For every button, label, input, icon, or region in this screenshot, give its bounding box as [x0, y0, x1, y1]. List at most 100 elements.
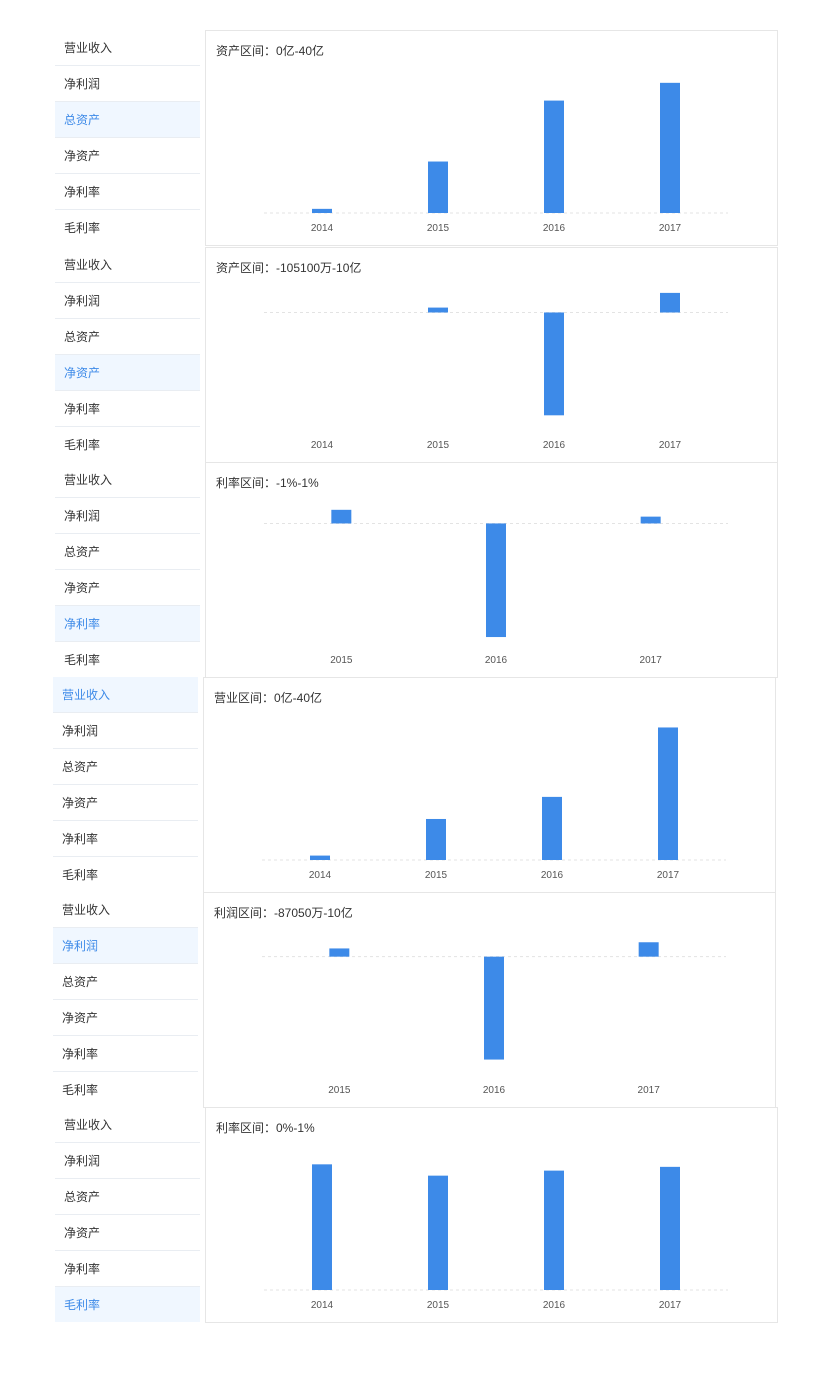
metric-tab[interactable]: 净利润 — [55, 283, 200, 319]
finance-widget: 营业收入 净利润 总资产 净资产 净利率 毛利率 利率区间：0%-1% 2014 2015 201… — [55, 1107, 780, 1323]
x-tick-label: 2015 — [328, 1085, 351, 1096]
metric-tab[interactable]: 净利润 — [55, 66, 200, 102]
metric-tab-list: 营业收入 净利润 总资产 净资产 净利率 毛利率 — [55, 247, 200, 463]
metric-tab[interactable]: 净利率 — [55, 606, 200, 642]
finance-widget: 营业收入 净利润 总资产 净资产 净利率 毛利率 营业区间：0亿-40亿 2014 2015 20… — [53, 677, 778, 893]
bar-chart: 2014 2015 2016 2017 — [262, 727, 726, 881]
metric-tab[interactable]: 净资产 — [55, 570, 200, 606]
metric-tab[interactable]: 总资产 — [53, 749, 198, 785]
x-tick-label: 2015 — [427, 1300, 450, 1311]
metric-tab[interactable]: 总资产 — [55, 319, 200, 355]
bar[interactable] — [486, 523, 506, 638]
x-tick-label: 2016 — [543, 440, 566, 451]
bar[interactable] — [428, 161, 448, 213]
finance-widget: 营业收入 净利润 总资产 净资产 净利率 毛利率 利率区间：-1%-1% 2015 2016 20… — [55, 462, 780, 678]
bar[interactable] — [660, 1166, 680, 1290]
bar[interactable] — [544, 312, 564, 416]
metric-tab[interactable]: 净利率 — [55, 1251, 200, 1287]
x-tick-label: 2015 — [425, 870, 448, 881]
metric-tab[interactable]: 净利润 — [53, 928, 198, 964]
bar-chart: 2014 2015 2016 2017 — [264, 1164, 728, 1311]
metric-tab[interactable]: 净利润 — [55, 498, 200, 534]
metric-tab[interactable]: 毛利率 — [53, 1072, 198, 1107]
bar[interactable] — [544, 1170, 564, 1290]
metric-tab[interactable]: 毛利率 — [55, 427, 200, 462]
x-tick-label: 2016 — [483, 1085, 506, 1096]
bar[interactable] — [310, 855, 330, 860]
bar[interactable] — [638, 942, 659, 957]
bar-chart: 2015 2016 2017 — [262, 942, 726, 1096]
range-title: 利率区间：0%-1% — [216, 1121, 315, 1135]
range-title: 资产区间：0亿-40亿 — [216, 44, 325, 58]
x-tick-label: 2014 — [309, 870, 332, 881]
bar[interactable] — [312, 1164, 332, 1290]
metric-tab[interactable]: 毛利率 — [53, 857, 198, 892]
metric-tab[interactable]: 净资产 — [53, 1000, 198, 1036]
bar[interactable] — [484, 956, 504, 1060]
range-title: 利率区间：-1%-1% — [216, 476, 319, 490]
metric-tab[interactable]: 营业收入 — [55, 462, 200, 498]
metric-tab[interactable]: 总资产 — [55, 102, 200, 138]
metric-tab[interactable]: 总资产 — [53, 964, 198, 1000]
metric-tab[interactable]: 总资产 — [55, 1179, 200, 1215]
x-tick-label: 2017 — [659, 1300, 682, 1311]
metric-tab[interactable]: 营业收入 — [55, 1107, 200, 1143]
metric-tab-list: 营业收入 净利润 总资产 净资产 净利率 毛利率 — [55, 30, 200, 246]
metric-tab[interactable]: 净利率 — [55, 174, 200, 210]
x-tick-label: 2017 — [657, 870, 680, 881]
metric-tab[interactable]: 总资产 — [55, 534, 200, 570]
metric-tab[interactable]: 营业收入 — [55, 30, 200, 66]
chart-panel: 营业区间：0亿-40亿 2014 2015 2016 2017 — [203, 677, 776, 893]
chart-panel: 利润区间：-87050万-10亿 2015 2016 2017 — [203, 892, 776, 1108]
x-tick-label: 2017 — [659, 440, 682, 451]
metric-tab[interactable]: 毛利率 — [55, 210, 200, 245]
metric-tab[interactable]: 净利润 — [55, 1143, 200, 1179]
metric-tab[interactable]: 营业收入 — [55, 247, 200, 283]
metric-tab-list: 营业收入 净利润 总资产 净资产 净利率 毛利率 — [55, 462, 200, 678]
metric-tab-list: 营业收入 净利润 总资产 净资产 净利率 毛利率 — [53, 677, 198, 893]
metric-tab[interactable]: 净利率 — [53, 821, 198, 857]
bar[interactable] — [428, 1175, 448, 1290]
chart-panel: 资产区间：0亿-40亿 2014 2015 2016 2017 — [205, 30, 778, 246]
chart-panel: 利率区间：-1%-1% 2015 2016 2017 — [205, 462, 778, 678]
metric-tab[interactable]: 净资产 — [53, 785, 198, 821]
bar[interactable] — [544, 100, 564, 213]
finance-widget: 营业收入 净利润 总资产 净资产 净利率 毛利率 利润区间：-87050万-10亿 2015 2… — [53, 892, 778, 1108]
metric-tab[interactable]: 营业收入 — [53, 677, 198, 713]
metric-tab[interactable]: 营业收入 — [53, 892, 198, 928]
x-tick-label: 2015 — [330, 655, 353, 666]
chart-panel: 利率区间：0%-1% 2014 2015 2016 2017 — [205, 1107, 778, 1323]
metric-tab[interactable]: 净资产 — [55, 1215, 200, 1251]
bar-chart: 2014 2015 2016 2017 — [264, 292, 728, 451]
bar[interactable] — [660, 292, 680, 313]
metric-tab-list: 营业收入 净利润 总资产 净资产 净利率 毛利率 — [55, 1107, 200, 1323]
x-tick-label: 2016 — [543, 223, 566, 234]
metric-tab[interactable]: 净利润 — [53, 713, 198, 749]
metric-tab[interactable]: 净资产 — [55, 355, 200, 391]
bar[interactable] — [331, 509, 352, 524]
bar[interactable] — [426, 818, 446, 860]
x-tick-label: 2015 — [427, 223, 450, 234]
bar[interactable] — [428, 307, 448, 313]
metric-tab[interactable]: 净利率 — [53, 1036, 198, 1072]
x-tick-label: 2014 — [311, 223, 334, 234]
bar[interactable] — [312, 208, 332, 213]
range-title: 利润区间：-87050万-10亿 — [214, 906, 353, 920]
x-tick-label: 2015 — [427, 440, 450, 451]
bar[interactable] — [660, 82, 680, 213]
x-tick-label: 2014 — [311, 1300, 334, 1311]
range-title: 营业区间：0亿-40亿 — [214, 691, 323, 705]
x-tick-label: 2016 — [543, 1300, 566, 1311]
metric-tab[interactable]: 毛利率 — [55, 1287, 200, 1322]
metric-tab[interactable]: 净资产 — [55, 138, 200, 174]
range-title: 资产区间：-105100万-10亿 — [216, 261, 362, 275]
metric-tab[interactable]: 毛利率 — [55, 642, 200, 677]
x-tick-label: 2016 — [541, 870, 564, 881]
metric-tab[interactable]: 净利率 — [55, 391, 200, 427]
bar[interactable] — [329, 948, 350, 957]
bar[interactable] — [542, 796, 562, 860]
bar[interactable] — [640, 516, 661, 524]
x-tick-label: 2017 — [659, 223, 682, 234]
bar[interactable] — [658, 727, 678, 860]
